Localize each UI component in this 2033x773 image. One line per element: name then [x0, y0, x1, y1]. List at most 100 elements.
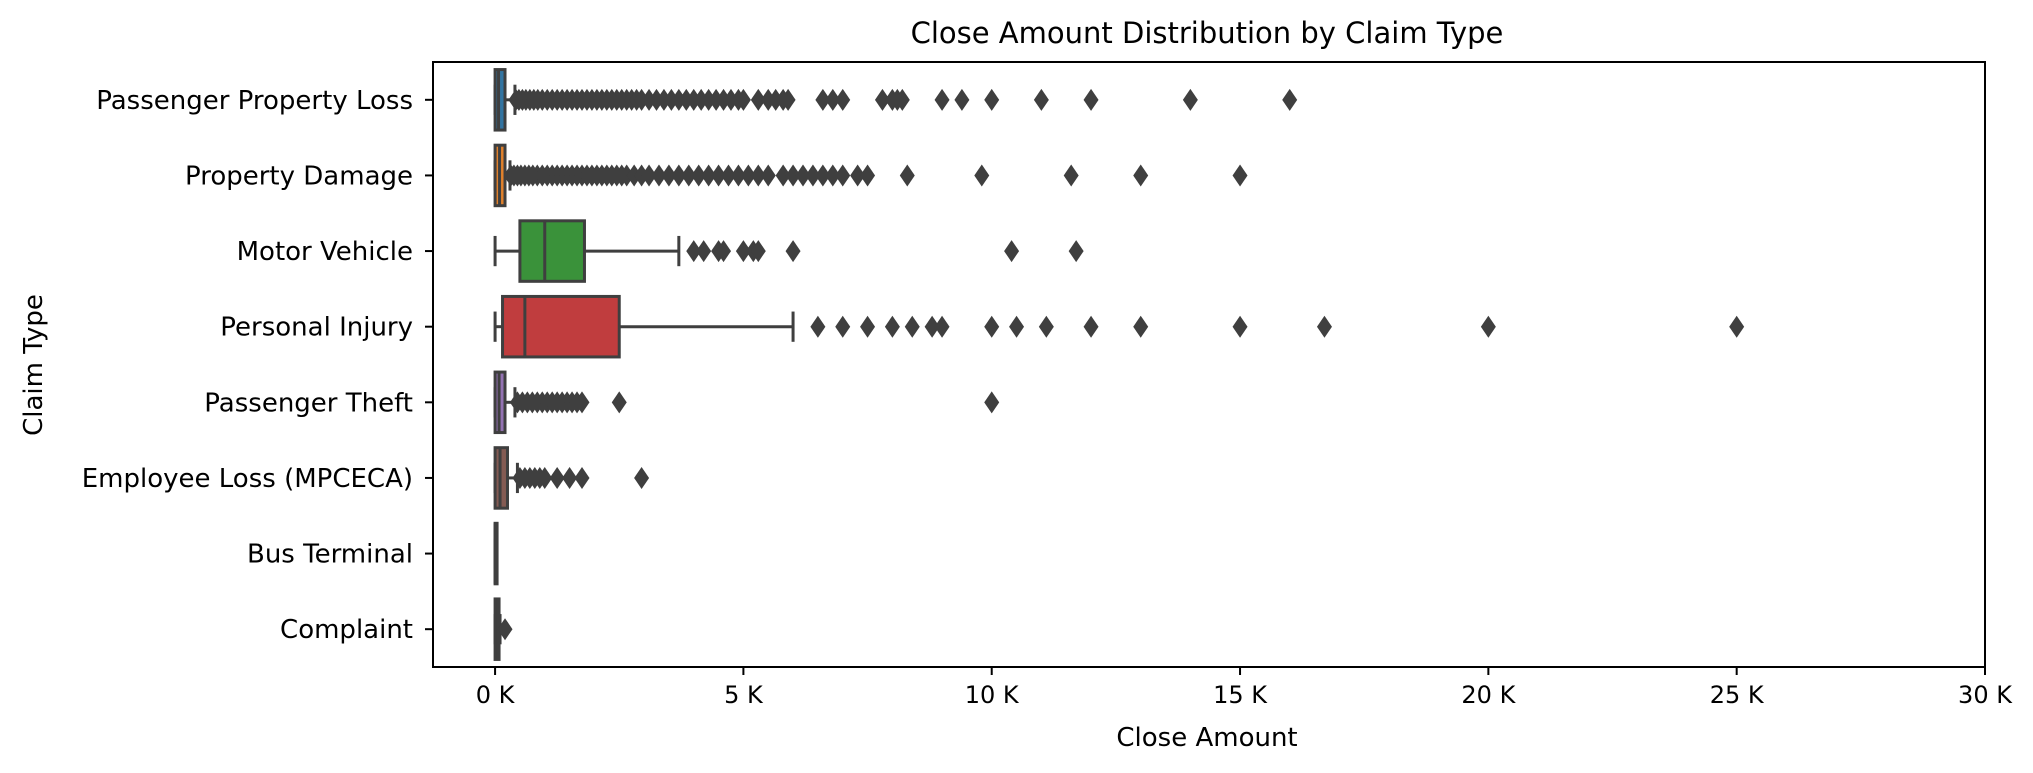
outlier-point	[835, 315, 851, 338]
y-tick-label: Employee Loss (MPCECA)	[82, 464, 413, 494]
outlier-point	[974, 164, 990, 187]
outlier-point	[1480, 315, 1496, 338]
box-group	[493, 294, 1745, 359]
outlier-point	[850, 164, 866, 187]
x-tick-label: 20 K	[1461, 681, 1516, 709]
outlier-point	[651, 164, 667, 187]
outlier-point	[740, 164, 756, 187]
x-tick-label: 5 K	[724, 681, 764, 709]
outlier-point	[984, 315, 1000, 338]
outlier-point	[549, 466, 565, 489]
outlier-point	[815, 88, 831, 111]
box-group	[493, 521, 499, 586]
outlier-point	[825, 164, 841, 187]
x-axis: 0 K 5 K 10 K 15 K 20 K 25 K 30 K	[476, 667, 2013, 709]
outlier-point	[810, 315, 826, 338]
outlier-point	[730, 164, 746, 187]
outlier-point	[691, 164, 707, 187]
outlier-point	[611, 391, 627, 414]
outlier-point	[835, 88, 851, 111]
box-group	[493, 68, 1298, 132]
outlier-point	[1033, 88, 1049, 111]
y-tick-label: Complaint	[280, 615, 413, 645]
plot-frame	[432, 61, 1986, 668]
y-tick-label: Motor Vehicle	[237, 237, 413, 267]
outlier-point	[775, 164, 791, 187]
outlier-point	[681, 164, 697, 187]
outlier-point	[1232, 164, 1248, 187]
outlier-point	[750, 240, 766, 263]
outlier-point	[671, 164, 687, 187]
y-axis: Passenger Property Loss Property Damage Mo…	[82, 86, 433, 645]
outlier-point	[750, 88, 766, 111]
x-tick-label: 30 K	[1958, 681, 2013, 709]
outlier-point	[1004, 240, 1020, 263]
outlier-point	[497, 618, 513, 641]
outlier-point	[795, 164, 811, 187]
outlier-point	[1083, 315, 1099, 338]
box-group	[493, 143, 1248, 208]
outlier-point	[701, 164, 717, 187]
outlier-point	[884, 315, 900, 338]
y-tick-label: Bus Terminal	[247, 540, 413, 570]
y-tick-label: Personal Injury	[220, 313, 413, 343]
x-tick-label: 25 K	[1710, 681, 1765, 709]
outlier-point	[750, 164, 766, 187]
outlier-point	[899, 164, 915, 187]
x-tick-label: 10 K	[965, 681, 1020, 709]
outlier-point	[780, 88, 796, 111]
box	[501, 294, 621, 359]
outlier-point	[1068, 240, 1084, 263]
y-axis-label: Claim Type	[19, 294, 49, 436]
outlier-point	[934, 315, 950, 338]
plot-area	[493, 68, 1745, 661]
outlier-point	[904, 315, 920, 338]
outlier-point	[1182, 88, 1198, 111]
outlier-point	[760, 164, 776, 187]
outlier-point	[634, 466, 650, 489]
x-tick-label: 15 K	[1213, 681, 1268, 709]
outlier-point	[661, 164, 677, 187]
outlier-point	[696, 240, 712, 263]
outlier-point	[1083, 88, 1099, 111]
chart-title: Close Amount Distribution by Claim Type	[911, 16, 1504, 50]
box-group	[493, 219, 1084, 283]
outlier-point	[721, 164, 737, 187]
outlier-point	[874, 88, 890, 111]
outlier-point	[984, 391, 1000, 414]
outlier-point	[835, 164, 851, 187]
box-group	[493, 446, 650, 510]
outlier-point	[1282, 88, 1298, 111]
outlier-point	[562, 466, 578, 489]
outlier-point	[641, 164, 657, 187]
outlier-point	[716, 240, 732, 263]
box	[518, 219, 586, 283]
outlier-point	[1038, 315, 1054, 338]
outlier-point	[894, 88, 910, 111]
outlier-point	[924, 315, 940, 338]
x-tick-label: 0 K	[476, 681, 516, 709]
outlier-point	[574, 391, 590, 414]
outlier-point	[537, 466, 553, 489]
box-group	[493, 370, 1000, 435]
x-axis-label: Close Amount	[1116, 723, 1297, 753]
outlier-point	[805, 164, 821, 187]
outlier-point	[860, 164, 876, 187]
outlier-point	[735, 240, 751, 263]
outlier-point	[1316, 315, 1332, 338]
outlier-point	[1133, 164, 1149, 187]
box-group	[493, 597, 513, 661]
outlier-point	[984, 88, 1000, 111]
outlier-point	[711, 164, 727, 187]
outlier-point	[785, 240, 801, 263]
y-tick-label: Passenger Property Loss	[96, 86, 413, 116]
outlier-point	[934, 88, 950, 111]
outlier-point	[1063, 164, 1079, 187]
outlier-point	[954, 88, 970, 111]
outlier-point	[686, 240, 702, 263]
outlier-point	[1729, 315, 1745, 338]
outlier-point	[860, 315, 876, 338]
outlier-point	[1133, 315, 1149, 338]
outlier-point	[574, 466, 590, 489]
